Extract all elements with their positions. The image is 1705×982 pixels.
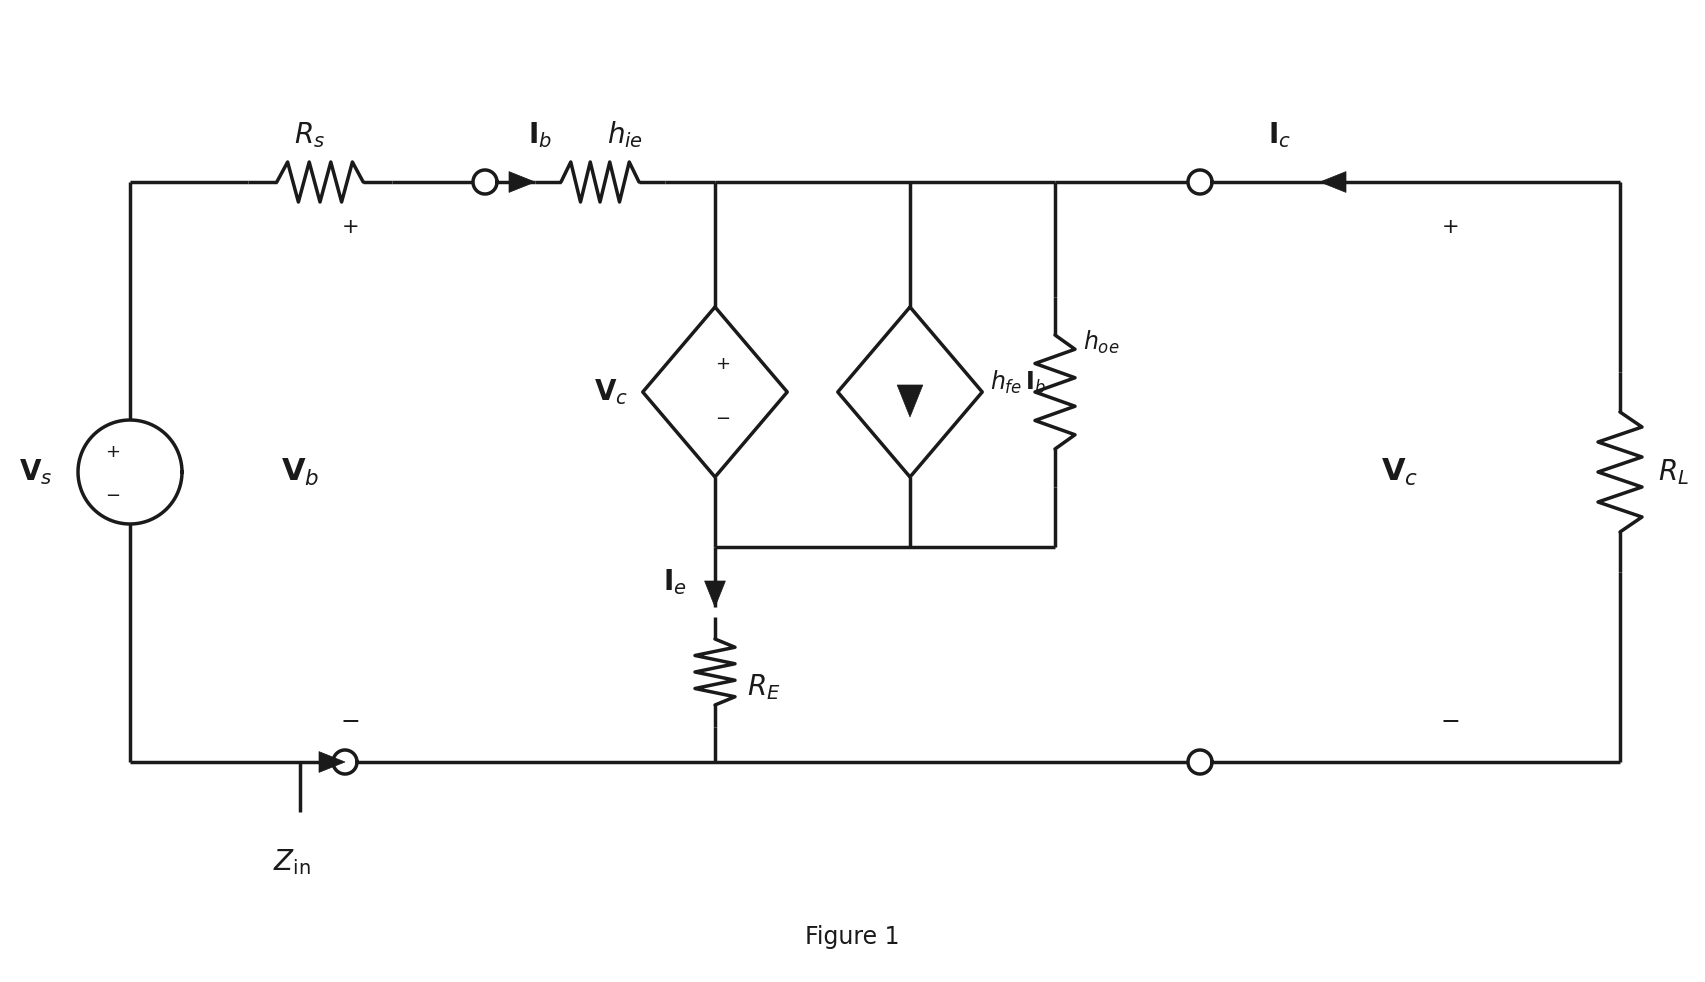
Polygon shape [472,170,496,194]
Text: $\mathbf{I}_e$: $\mathbf{I}_e$ [663,567,687,597]
Text: $-$: $-$ [1441,708,1459,732]
Polygon shape [1188,170,1212,194]
Polygon shape [332,750,356,774]
Text: $h_{ie}$: $h_{ie}$ [607,119,643,150]
Text: $+$: $+$ [341,217,358,237]
Text: $\mathbf{V}_s$: $\mathbf{V}_s$ [19,457,53,487]
Text: $R_E$: $R_E$ [747,672,781,702]
Polygon shape [1188,750,1212,774]
Text: $-$: $-$ [341,708,360,732]
Polygon shape [510,172,535,192]
Text: $\mathbf{V}_b$: $\mathbf{V}_b$ [281,457,319,487]
Text: $\mathbf{I}_c$: $\mathbf{I}_c$ [1269,120,1291,150]
Polygon shape [319,751,344,773]
Text: Figure 1: Figure 1 [805,925,900,949]
Text: $Z_{\rm in}$: $Z_{\rm in}$ [273,847,310,877]
Text: $+$: $+$ [1441,217,1459,237]
Text: $R_s$: $R_s$ [295,120,326,150]
Text: $\mathbf{V}_c$: $\mathbf{V}_c$ [593,377,627,407]
Polygon shape [1320,172,1345,192]
Polygon shape [897,385,922,417]
Text: $+$: $+$ [106,443,121,461]
Text: $-$: $-$ [106,485,121,503]
Text: $\mathbf{V}_c$: $\mathbf{V}_c$ [1381,457,1419,487]
Text: $h_{oe}$: $h_{oe}$ [1083,328,1120,355]
Text: $\mathbf{I}_b$: $\mathbf{I}_b$ [529,120,552,150]
Text: $-$: $-$ [716,408,730,426]
Text: $+$: $+$ [716,355,730,373]
Text: $h_{fe}\,\mathbf{I}_b$: $h_{fe}\,\mathbf{I}_b$ [991,368,1047,396]
Polygon shape [704,581,725,607]
Text: $R_L$: $R_L$ [1657,457,1690,487]
